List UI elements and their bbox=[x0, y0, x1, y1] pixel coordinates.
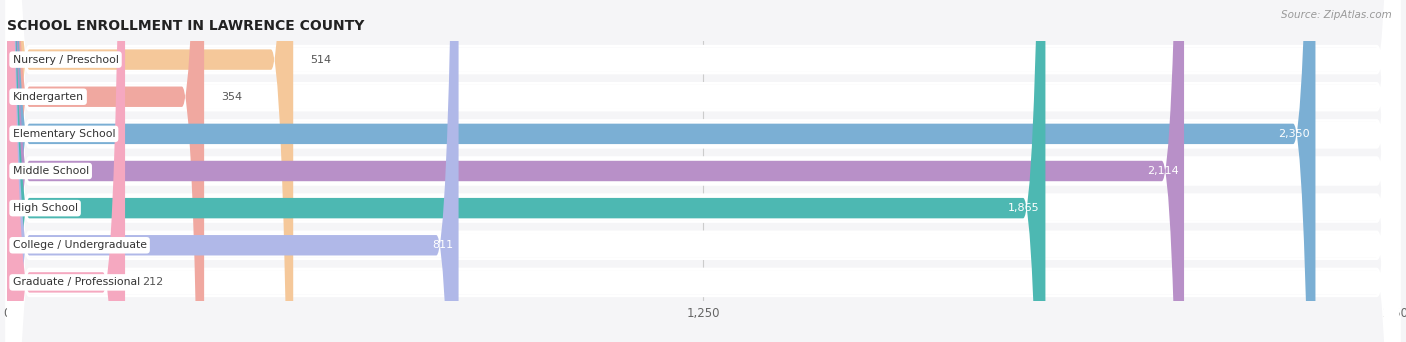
Text: Source: ZipAtlas.com: Source: ZipAtlas.com bbox=[1281, 10, 1392, 20]
Text: 811: 811 bbox=[432, 240, 453, 250]
FancyBboxPatch shape bbox=[7, 0, 1399, 342]
FancyBboxPatch shape bbox=[7, 0, 294, 342]
Text: 1,865: 1,865 bbox=[1008, 203, 1040, 213]
Text: 2,114: 2,114 bbox=[1147, 166, 1178, 176]
FancyBboxPatch shape bbox=[7, 0, 1399, 342]
FancyBboxPatch shape bbox=[7, 0, 1399, 342]
FancyBboxPatch shape bbox=[7, 0, 1399, 342]
FancyBboxPatch shape bbox=[7, 0, 1399, 342]
FancyBboxPatch shape bbox=[7, 0, 1399, 342]
FancyBboxPatch shape bbox=[7, 0, 1399, 342]
Text: High School: High School bbox=[13, 203, 77, 213]
FancyBboxPatch shape bbox=[7, 0, 1399, 342]
Text: 514: 514 bbox=[309, 55, 330, 65]
Text: SCHOOL ENROLLMENT IN LAWRENCE COUNTY: SCHOOL ENROLLMENT IN LAWRENCE COUNTY bbox=[7, 19, 364, 33]
Text: Nursery / Preschool: Nursery / Preschool bbox=[13, 55, 118, 65]
Text: Kindergarten: Kindergarten bbox=[13, 92, 83, 102]
FancyBboxPatch shape bbox=[7, 0, 1046, 342]
Text: Elementary School: Elementary School bbox=[13, 129, 115, 139]
FancyBboxPatch shape bbox=[7, 0, 1399, 342]
FancyBboxPatch shape bbox=[7, 0, 204, 342]
FancyBboxPatch shape bbox=[7, 0, 458, 342]
Text: 2,350: 2,350 bbox=[1278, 129, 1310, 139]
Text: Graduate / Professional: Graduate / Professional bbox=[13, 277, 139, 287]
FancyBboxPatch shape bbox=[7, 0, 1399, 342]
FancyBboxPatch shape bbox=[7, 0, 1399, 342]
FancyBboxPatch shape bbox=[7, 0, 1184, 342]
FancyBboxPatch shape bbox=[7, 0, 1399, 342]
Text: College / Undergraduate: College / Undergraduate bbox=[13, 240, 146, 250]
FancyBboxPatch shape bbox=[7, 0, 1399, 342]
FancyBboxPatch shape bbox=[7, 0, 1399, 342]
Text: Middle School: Middle School bbox=[13, 166, 89, 176]
Text: 354: 354 bbox=[221, 92, 242, 102]
Text: 212: 212 bbox=[142, 277, 163, 287]
FancyBboxPatch shape bbox=[7, 0, 125, 342]
FancyBboxPatch shape bbox=[7, 0, 1316, 342]
